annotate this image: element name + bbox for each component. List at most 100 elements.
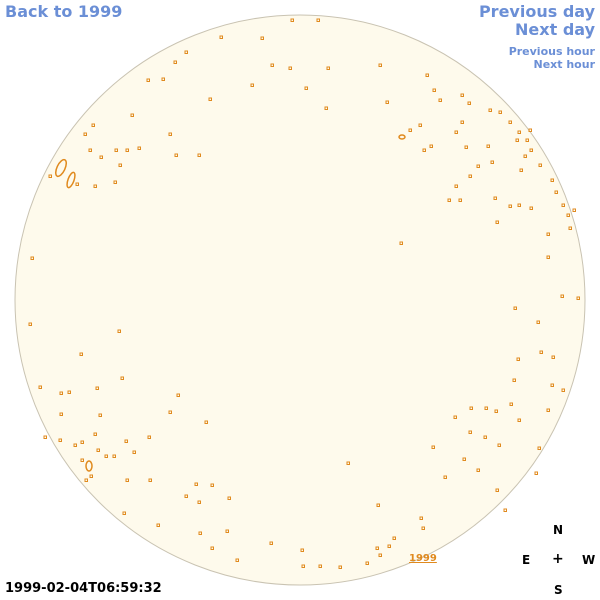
feature-marker	[118, 163, 122, 167]
feature-marker	[326, 66, 330, 70]
feature-marker	[454, 130, 458, 134]
feature-marker	[546, 408, 550, 412]
feature-marker	[476, 468, 480, 472]
feature-marker	[385, 100, 389, 104]
feature-marker	[91, 123, 95, 127]
feature-marker	[204, 420, 208, 424]
feature-marker	[508, 120, 512, 124]
feature-marker	[99, 155, 103, 159]
feature-marker	[93, 432, 97, 436]
feature-marker	[469, 406, 473, 410]
feature-marker	[168, 410, 172, 414]
feature-marker	[576, 296, 580, 300]
feature-marker	[58, 438, 62, 442]
feature-marker	[460, 93, 464, 97]
feature-marker	[421, 526, 425, 530]
feature-marker	[79, 352, 83, 356]
feature-marker	[493, 196, 497, 200]
feature-marker	[301, 564, 305, 568]
observation-timestamp: 1999-02-04T06:59:32	[5, 581, 162, 596]
feature-marker	[318, 564, 322, 568]
feature-marker	[260, 36, 264, 40]
feature-marker	[324, 106, 328, 110]
next-day-link[interactable]: Next day	[515, 20, 595, 39]
feature-marker	[124, 439, 128, 443]
back-to-year-link[interactable]: Back to 1999	[5, 2, 123, 21]
feature-marker	[173, 60, 177, 64]
feature-marker	[422, 148, 426, 152]
feature-marker	[387, 544, 391, 548]
feature-marker	[130, 113, 134, 117]
feature-marker	[184, 494, 188, 498]
feature-ellipse	[54, 158, 68, 178]
feature-marker	[104, 454, 108, 458]
feature-ellipse	[66, 171, 76, 189]
feature-marker	[80, 458, 84, 462]
feature-marker	[517, 418, 521, 422]
feature-ellipse	[85, 460, 93, 472]
feature-marker	[494, 409, 498, 413]
feature-marker	[227, 496, 231, 500]
feature-marker	[174, 153, 178, 157]
feature-marker	[269, 541, 273, 545]
feature-marker	[561, 388, 565, 392]
solar-disk	[14, 14, 586, 586]
feature-marker	[98, 413, 102, 417]
previous-hour-link[interactable]: Previous hour	[508, 45, 595, 58]
feature-marker	[28, 322, 32, 326]
feature-marker	[288, 66, 292, 70]
feature-marker	[484, 406, 488, 410]
feature-marker	[95, 386, 99, 390]
feature-marker	[378, 553, 382, 557]
feature-marker	[495, 220, 499, 224]
feature-marker	[550, 178, 554, 182]
feature-marker	[464, 145, 468, 149]
feature-marker	[365, 561, 369, 565]
active-region-features	[28, 18, 580, 569]
feature-marker	[378, 63, 382, 67]
feature-marker	[495, 488, 499, 492]
feature-marker	[408, 128, 412, 132]
feature-marker	[561, 203, 565, 207]
next-hour-link[interactable]: Next hour	[533, 58, 596, 71]
feature-marker	[429, 144, 433, 148]
feature-marker	[536, 320, 540, 324]
feature-marker	[125, 478, 129, 482]
compass-east: E	[522, 553, 531, 567]
feature-marker	[67, 390, 71, 394]
year-link[interactable]: 1999	[409, 553, 437, 564]
feature-marker	[96, 448, 100, 452]
feature-marker	[290, 18, 294, 22]
compass-west: W	[582, 553, 596, 567]
feature-marker	[528, 128, 532, 132]
feature-marker	[509, 402, 513, 406]
feature-marker	[120, 376, 124, 380]
feature-marker	[453, 415, 457, 419]
feature-marker	[43, 435, 47, 439]
previous-day-link[interactable]: Previous day	[478, 2, 595, 21]
feature-marker	[84, 478, 88, 482]
feature-marker	[498, 110, 502, 114]
compass-south: S	[554, 583, 563, 597]
feature-marker	[517, 203, 521, 207]
feature-marker	[219, 35, 223, 39]
feature-marker	[208, 97, 212, 101]
feature-marker	[250, 83, 254, 87]
feature-marker	[93, 184, 97, 188]
feature-marker	[490, 160, 494, 164]
feature-marker	[486, 144, 490, 148]
feature-marker	[89, 474, 93, 478]
feature-marker	[538, 163, 542, 167]
feature-marker	[117, 329, 121, 333]
feature-marker	[551, 355, 555, 359]
feature-marker	[146, 78, 150, 82]
feature-marker	[210, 483, 214, 487]
feature-marker	[539, 350, 543, 354]
feature-marker	[375, 546, 379, 550]
feature-marker	[161, 77, 165, 81]
feature-marker	[443, 475, 447, 479]
feature-marker	[156, 523, 160, 527]
feature-marker	[88, 148, 92, 152]
feature-marker	[399, 241, 403, 245]
